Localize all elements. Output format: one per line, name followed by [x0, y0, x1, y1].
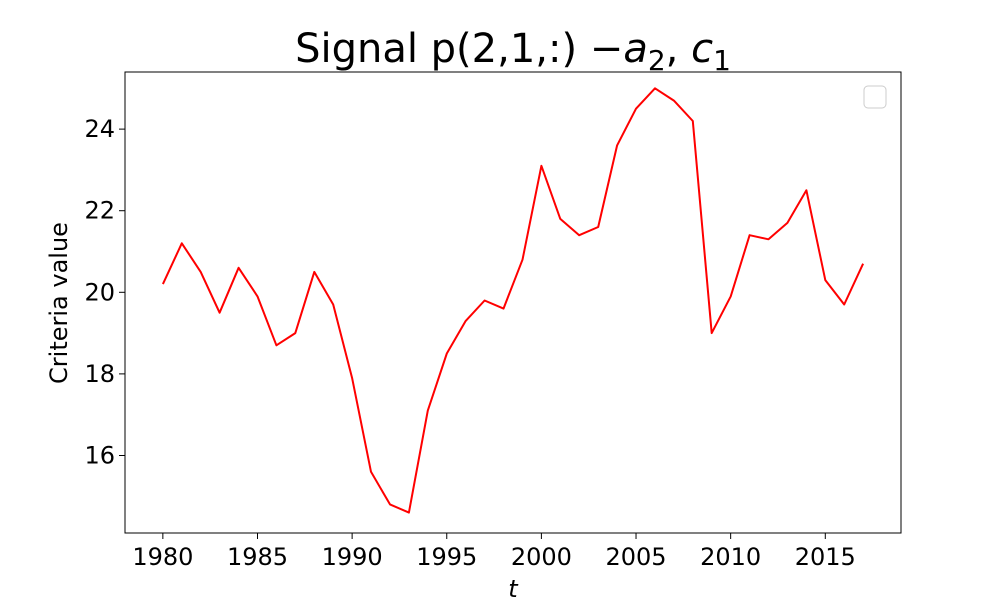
y-tick-label: 24 [84, 115, 115, 143]
y-tick-label: 20 [84, 278, 115, 306]
chart-title-separator: , [666, 26, 691, 72]
chart-title-main: Signal p(2,1,:) − [295, 26, 623, 72]
y-axis-label: Criteria value [45, 222, 73, 384]
chart-title-symbol-c: c [691, 26, 713, 72]
legend-box [863, 85, 887, 109]
x-tick-label: 2000 [511, 543, 572, 571]
x-tick-label: 2015 [795, 543, 856, 571]
x-tick-label: 1980 [132, 543, 193, 571]
x-tick-label: 1985 [227, 543, 288, 571]
y-tick-label: 18 [84, 360, 115, 388]
chart-title-symbol-a: a [623, 26, 648, 72]
x-tick-label: 2010 [700, 543, 761, 571]
x-tick-label: 2005 [605, 543, 666, 571]
y-axis-ticks: 16 18 20 22 24 [84, 115, 125, 469]
x-tick-label: 1995 [416, 543, 477, 571]
y-tick-label: 16 [84, 441, 115, 469]
chart-title-subscript-2: 2 [648, 44, 666, 77]
y-tick-label: 22 [84, 197, 115, 225]
x-axis-label: t [508, 575, 519, 600]
plot-area-frame [124, 71, 902, 534]
chart-title: Signal p(2,1,:) −a2, c1 [295, 26, 731, 77]
x-axis-ticks: 1980 1985 1990 1995 2000 2005 2010 2015 [132, 533, 856, 571]
chart-title-subscript-1: 1 [713, 44, 731, 77]
x-tick-label: 1990 [322, 543, 383, 571]
series-line [161, 87, 865, 514]
